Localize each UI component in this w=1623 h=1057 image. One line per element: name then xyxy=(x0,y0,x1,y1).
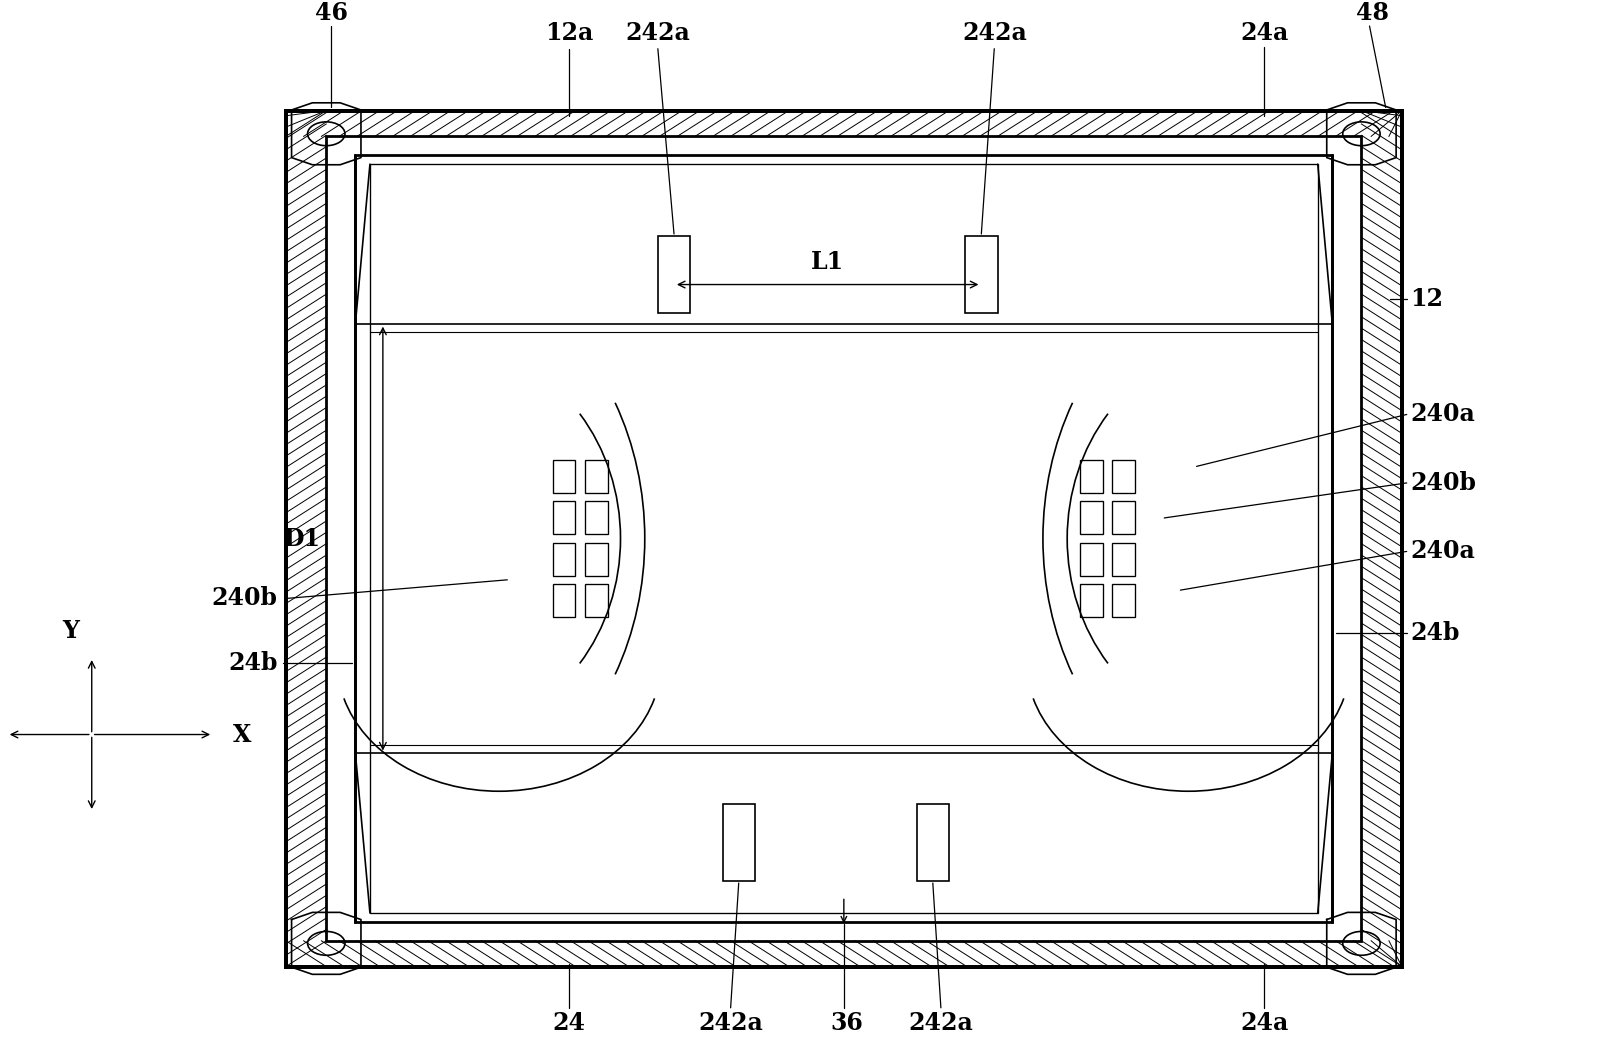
Bar xyxy=(584,460,607,494)
Bar xyxy=(1081,501,1102,535)
Bar xyxy=(552,460,575,494)
Text: L1: L1 xyxy=(812,249,844,274)
Bar xyxy=(355,155,1332,922)
Text: 24b: 24b xyxy=(229,651,278,674)
Text: 242a: 242a xyxy=(962,21,1027,45)
Text: 242a: 242a xyxy=(625,21,690,45)
Text: 242a: 242a xyxy=(909,1012,974,1035)
Text: Y: Y xyxy=(62,619,80,644)
Text: D1: D1 xyxy=(284,526,320,551)
Bar xyxy=(286,111,1402,966)
Bar xyxy=(552,583,575,617)
Bar xyxy=(1112,460,1134,494)
Text: 48: 48 xyxy=(1357,1,1389,24)
Text: 24a: 24a xyxy=(1240,1012,1289,1035)
Bar xyxy=(722,803,755,880)
Text: 240b: 240b xyxy=(211,587,278,611)
Bar xyxy=(1081,542,1102,576)
Bar xyxy=(370,164,1318,913)
Bar xyxy=(552,501,575,535)
Bar xyxy=(286,111,1402,966)
Bar xyxy=(584,501,607,535)
Text: 24a: 24a xyxy=(1240,21,1289,45)
Bar xyxy=(326,136,1362,941)
Bar xyxy=(966,236,998,314)
Text: 12: 12 xyxy=(1410,286,1443,311)
Bar xyxy=(1081,583,1102,617)
Text: 36: 36 xyxy=(831,1012,863,1035)
Bar xyxy=(1112,542,1134,576)
Bar xyxy=(1112,583,1134,617)
Text: 242a: 242a xyxy=(698,1012,763,1035)
Text: 12a: 12a xyxy=(545,21,592,45)
Bar xyxy=(552,542,575,576)
Bar xyxy=(657,236,690,314)
Bar xyxy=(1112,501,1134,535)
Text: 24: 24 xyxy=(552,1012,586,1035)
Bar xyxy=(1081,460,1102,494)
Bar xyxy=(584,583,607,617)
Text: 240b: 240b xyxy=(1410,471,1475,495)
Text: 240a: 240a xyxy=(1410,539,1475,563)
Text: 24b: 24b xyxy=(1410,620,1459,645)
Text: 46: 46 xyxy=(315,1,347,24)
Text: 240a: 240a xyxy=(1410,403,1475,426)
Text: X: X xyxy=(234,723,252,746)
Bar xyxy=(917,803,949,880)
Bar xyxy=(584,542,607,576)
